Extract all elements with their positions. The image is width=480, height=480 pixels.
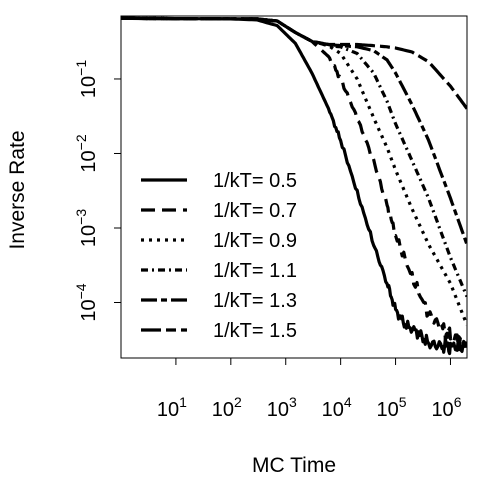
x-axis: 101 102 103 104 105 106 xyxy=(157,358,462,421)
series-line xyxy=(121,16,467,352)
y-tick-label: 10−1 xyxy=(73,60,100,98)
legend-label: 1/kT= 0.5 xyxy=(213,170,297,192)
legend-label: 1/kT= 0.9 xyxy=(213,230,297,252)
x-tick-label: 106 xyxy=(431,394,461,421)
legend-label: 1/kT= 1.1 xyxy=(213,260,297,282)
x-tick-label: 101 xyxy=(157,394,187,421)
series-line xyxy=(121,16,467,298)
series-lines xyxy=(121,16,467,356)
x-tick-label: 105 xyxy=(377,394,407,421)
series-line xyxy=(121,16,467,110)
series-line xyxy=(121,16,467,326)
x-tick-label: 104 xyxy=(322,394,352,421)
series-line xyxy=(121,16,467,356)
x-axis-title: MC Time xyxy=(252,454,336,477)
legend: 1/kT= 0.5 1/kT= 0.7 1/kT= 0.9 1/kT= 1.1 1/kT… xyxy=(141,170,297,342)
legend-label: 1/kT= 1.5 xyxy=(213,320,297,342)
y-tick-label: 10−2 xyxy=(73,134,100,172)
y-axis: 10−1 10−2 10−3 10−4 xyxy=(73,60,121,322)
y-tick-label: 10−4 xyxy=(73,283,100,321)
y-axis-title: Inverse Rate xyxy=(6,130,29,249)
legend-label: 1/kT= 0.7 xyxy=(213,200,297,222)
legend-label: 1/kT= 1.3 xyxy=(213,290,297,312)
y-tick-label: 10−3 xyxy=(73,209,100,247)
plot-frame xyxy=(120,15,468,359)
x-tick-label: 102 xyxy=(212,394,242,421)
x-tick-label: 103 xyxy=(267,394,297,421)
